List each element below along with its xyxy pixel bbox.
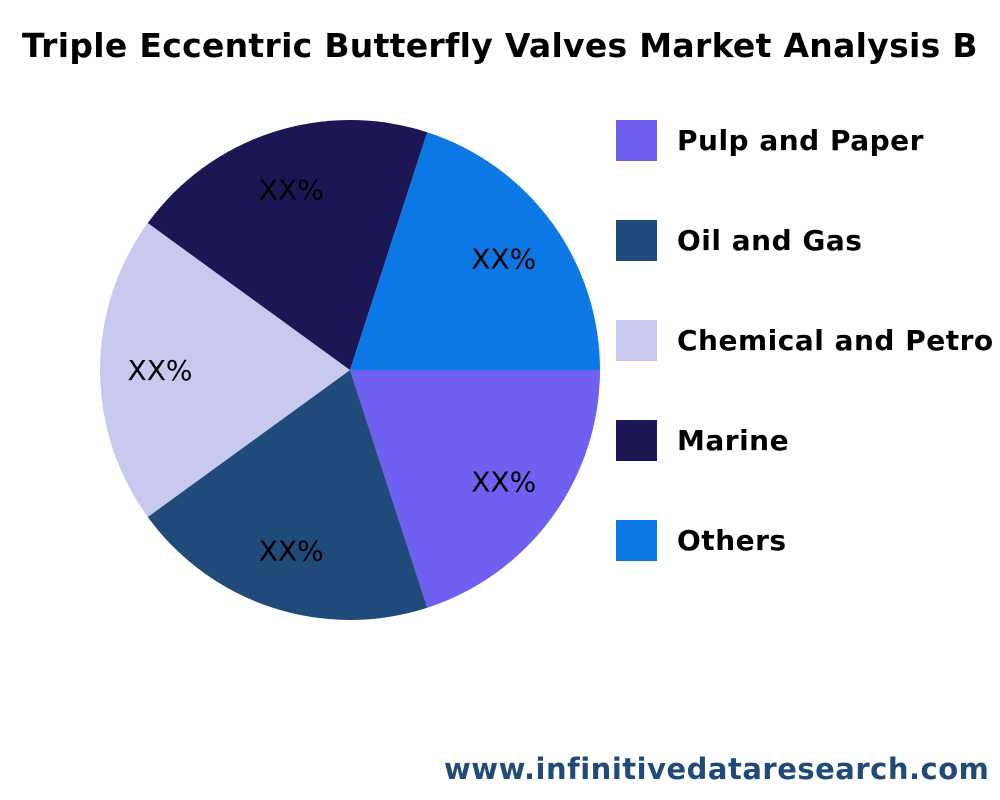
slice-data-label: XX% xyxy=(471,242,536,275)
website-watermark: www.infinitivedataresearch.com xyxy=(444,752,990,786)
legend-swatch xyxy=(616,519,657,561)
chart-title: Triple Eccentric Butterfly Valves Market… xyxy=(22,26,978,65)
legend-label: Others xyxy=(677,523,787,557)
legend-item: Others xyxy=(616,519,787,561)
legend-item: Pulp and Paper xyxy=(616,119,924,161)
pie-slice-marine xyxy=(147,120,428,370)
legend-label: Marine xyxy=(677,423,790,457)
slice-data-label: XX% xyxy=(128,354,193,387)
legend-swatch xyxy=(616,219,657,261)
legend-label: Pulp and Paper xyxy=(677,123,924,157)
slice-data-label: XX% xyxy=(259,535,324,568)
slice-data-label: XX% xyxy=(259,173,324,206)
legend-swatch xyxy=(616,319,657,361)
pie-slice-chemical-and-petro xyxy=(100,223,350,517)
legend-item: Marine xyxy=(616,419,790,461)
legend-label: Oil and Gas xyxy=(677,223,863,257)
slice-data-label: XX% xyxy=(471,466,536,499)
pie-slice-pulp-and-paper xyxy=(350,370,600,608)
legend-item: Chemical and Petro xyxy=(616,319,994,361)
legend-item: Oil and Gas xyxy=(616,219,863,261)
pie-slice-oil-and-gas xyxy=(147,370,428,620)
legend-label: Chemical and Petro xyxy=(677,323,994,357)
pie-slice-others xyxy=(350,132,600,370)
legend-swatch xyxy=(616,119,657,161)
legend-swatch xyxy=(616,419,657,461)
